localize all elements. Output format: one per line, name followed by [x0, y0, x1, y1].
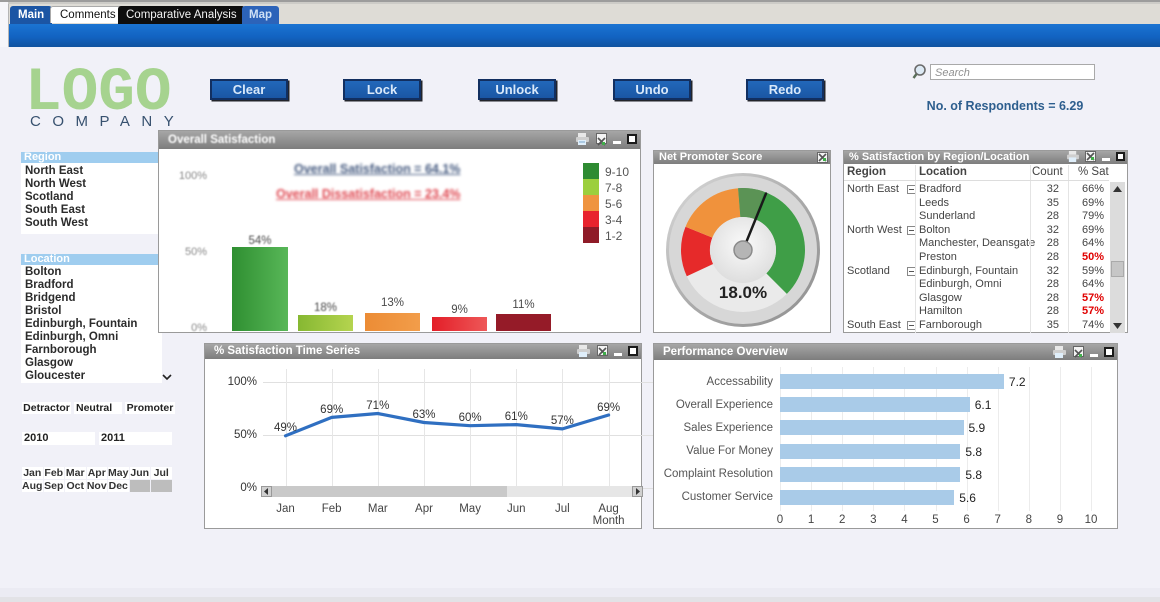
svg-text:18.0%: 18.0% [719, 283, 767, 302]
